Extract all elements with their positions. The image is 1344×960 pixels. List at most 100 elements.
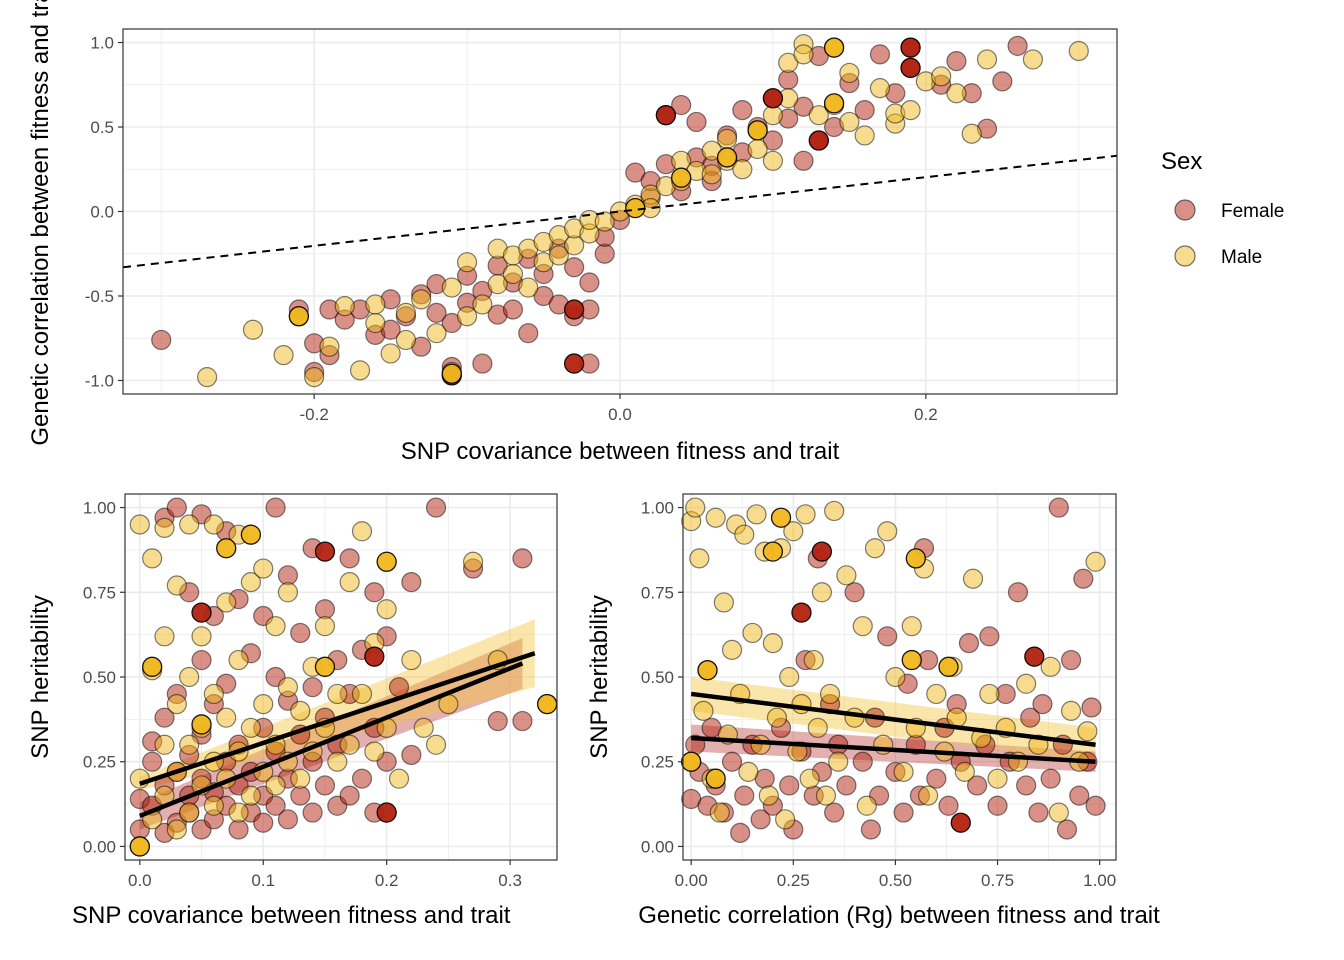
point-male (762, 150, 784, 171)
point-female (502, 299, 524, 320)
point-male (713, 592, 734, 613)
point-female (958, 633, 980, 654)
point-male (365, 312, 386, 334)
point-female (1085, 795, 1106, 816)
point-male (166, 575, 187, 596)
point-female (364, 582, 385, 603)
point-female (512, 548, 533, 569)
point-male (339, 572, 360, 593)
point-female (265, 795, 286, 816)
point-female (1048, 497, 1069, 518)
point-male (487, 274, 508, 295)
point-female (594, 243, 615, 264)
point-male (518, 277, 539, 298)
point-male-emphasized (441, 363, 462, 384)
point-male (839, 111, 860, 133)
tick-label-x: 0.1 (251, 871, 275, 890)
tick-label-y: 0.00 (641, 837, 674, 856)
tick-label-y: 0.0 (90, 203, 114, 222)
point-female (1032, 694, 1053, 715)
point-male (900, 100, 921, 121)
point-male-emphasized (823, 37, 845, 58)
point-female (671, 94, 692, 116)
point-male (228, 802, 249, 823)
tick-label-x: 0.0 (128, 871, 152, 890)
point-female-emphasized (314, 541, 336, 562)
point-male (472, 294, 493, 315)
point-male-emphasized (716, 147, 738, 168)
point-male (290, 768, 311, 789)
point-male (253, 694, 274, 715)
point-male (228, 649, 249, 671)
tick-label-x: 1.00 (1083, 871, 1116, 890)
point-female (762, 130, 784, 151)
panel-bottom-left-points (129, 497, 558, 857)
point-female-emphasized (811, 541, 833, 562)
point-female-emphasized (364, 646, 385, 667)
point-male (783, 521, 804, 542)
point-male-emphasized (905, 548, 926, 569)
tick-label-x: 0.25 (777, 871, 810, 890)
point-male (395, 302, 417, 323)
point-male (815, 785, 837, 806)
point-female (1007, 582, 1029, 603)
point-male (265, 616, 286, 637)
point-female (472, 353, 493, 374)
point-male (844, 707, 865, 728)
point-male (411, 289, 432, 310)
point-male-emphasized (536, 693, 558, 715)
point-male (548, 245, 569, 266)
point-male (1016, 673, 1037, 694)
point-female (625, 162, 646, 183)
point-male (856, 795, 877, 816)
point-male (742, 622, 763, 644)
point-female-emphasized (563, 299, 585, 320)
tick-label-y: 0.50 (641, 668, 674, 687)
point-male (339, 734, 360, 755)
point-male (766, 707, 788, 728)
point-male (388, 768, 410, 789)
fit-line-male (139, 651, 536, 786)
point-female-emphasized (563, 353, 585, 374)
point-female (877, 626, 898, 647)
point-female-emphasized (808, 130, 829, 151)
tick-label-y: -0.5 (85, 287, 114, 306)
point-female (564, 257, 585, 278)
point-female (992, 71, 1013, 92)
point-female (1007, 35, 1028, 56)
point-female (1016, 775, 1037, 796)
panel-top-points (151, 34, 1089, 388)
point-male (901, 616, 922, 637)
point-female (277, 565, 299, 586)
point-male (1077, 721, 1098, 742)
point-male-emphasized (697, 660, 718, 681)
point-male (734, 524, 755, 545)
point-female (1081, 697, 1102, 718)
point-female (533, 285, 554, 307)
point-male (179, 734, 200, 755)
point-male (1022, 49, 1043, 70)
panel-bottom-left-fit-lines (138, 651, 536, 819)
point-male (807, 717, 828, 738)
tick-label-y: 1.00 (83, 499, 116, 518)
point-male (864, 538, 886, 559)
point-male (811, 582, 832, 603)
point-female-emphasized (1024, 646, 1045, 667)
point-male (334, 296, 355, 317)
panel-top-y-title: Genetic correlation between fitness and … (27, 0, 54, 446)
point-male (1048, 802, 1069, 823)
point-male (191, 626, 212, 647)
tick-label-x: 0.0 (608, 405, 632, 424)
point-male (946, 83, 967, 104)
point-male (380, 343, 401, 364)
tick-label-y: -1.0 (85, 371, 114, 390)
point-male-emphasized (129, 836, 150, 857)
point-female (1073, 568, 1094, 589)
fit-line-female (691, 735, 1096, 764)
tick-label-y: 0.75 (83, 583, 116, 602)
point-male-emphasized (376, 551, 397, 572)
point-male (426, 323, 447, 344)
point-male (1040, 656, 1061, 677)
point-female (142, 751, 163, 772)
point-male (376, 599, 397, 620)
